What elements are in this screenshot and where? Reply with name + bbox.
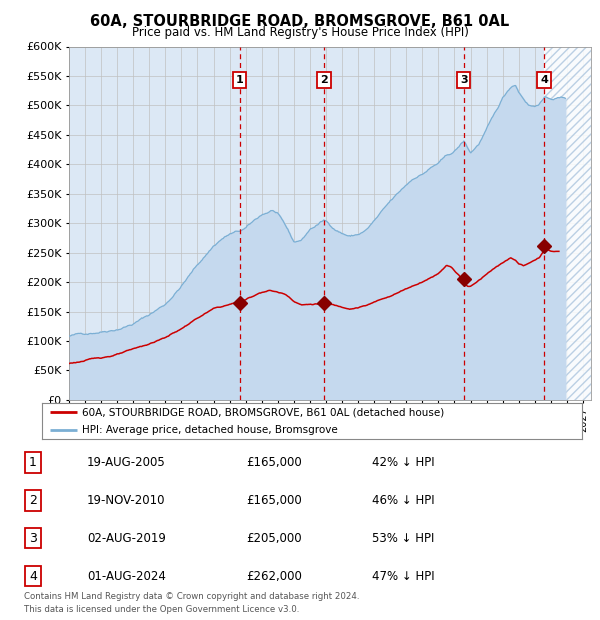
Text: 4: 4 bbox=[29, 570, 37, 583]
Text: 19-NOV-2010: 19-NOV-2010 bbox=[87, 494, 166, 507]
Text: 1: 1 bbox=[236, 75, 244, 85]
Text: 02-AUG-2019: 02-AUG-2019 bbox=[87, 532, 166, 545]
Text: 60A, STOURBRIDGE ROAD, BROMSGROVE, B61 0AL (detached house): 60A, STOURBRIDGE ROAD, BROMSGROVE, B61 0… bbox=[83, 407, 445, 417]
Text: 3: 3 bbox=[29, 532, 37, 545]
Text: 2: 2 bbox=[320, 75, 328, 85]
Text: 4: 4 bbox=[540, 75, 548, 85]
Text: 01-AUG-2024: 01-AUG-2024 bbox=[87, 570, 166, 583]
Text: 47% ↓ HPI: 47% ↓ HPI bbox=[372, 570, 434, 583]
Text: HPI: Average price, detached house, Bromsgrove: HPI: Average price, detached house, Brom… bbox=[83, 425, 338, 435]
Text: £165,000: £165,000 bbox=[246, 456, 302, 469]
Text: 3: 3 bbox=[460, 75, 467, 85]
Text: This data is licensed under the Open Government Licence v3.0.: This data is licensed under the Open Gov… bbox=[24, 604, 299, 614]
Text: Contains HM Land Registry data © Crown copyright and database right 2024.: Contains HM Land Registry data © Crown c… bbox=[24, 592, 359, 601]
Text: 46% ↓ HPI: 46% ↓ HPI bbox=[372, 494, 434, 507]
Bar bbox=[544, 46, 591, 400]
Text: 1: 1 bbox=[29, 456, 37, 469]
Text: £205,000: £205,000 bbox=[246, 532, 302, 545]
Text: 19-AUG-2005: 19-AUG-2005 bbox=[87, 456, 166, 469]
Text: 53% ↓ HPI: 53% ↓ HPI bbox=[372, 532, 434, 545]
Text: 2: 2 bbox=[29, 494, 37, 507]
Text: 42% ↓ HPI: 42% ↓ HPI bbox=[372, 456, 434, 469]
Text: £262,000: £262,000 bbox=[246, 570, 302, 583]
Text: 60A, STOURBRIDGE ROAD, BROMSGROVE, B61 0AL: 60A, STOURBRIDGE ROAD, BROMSGROVE, B61 0… bbox=[91, 14, 509, 29]
Text: £165,000: £165,000 bbox=[246, 494, 302, 507]
Text: Price paid vs. HM Land Registry's House Price Index (HPI): Price paid vs. HM Land Registry's House … bbox=[131, 26, 469, 39]
